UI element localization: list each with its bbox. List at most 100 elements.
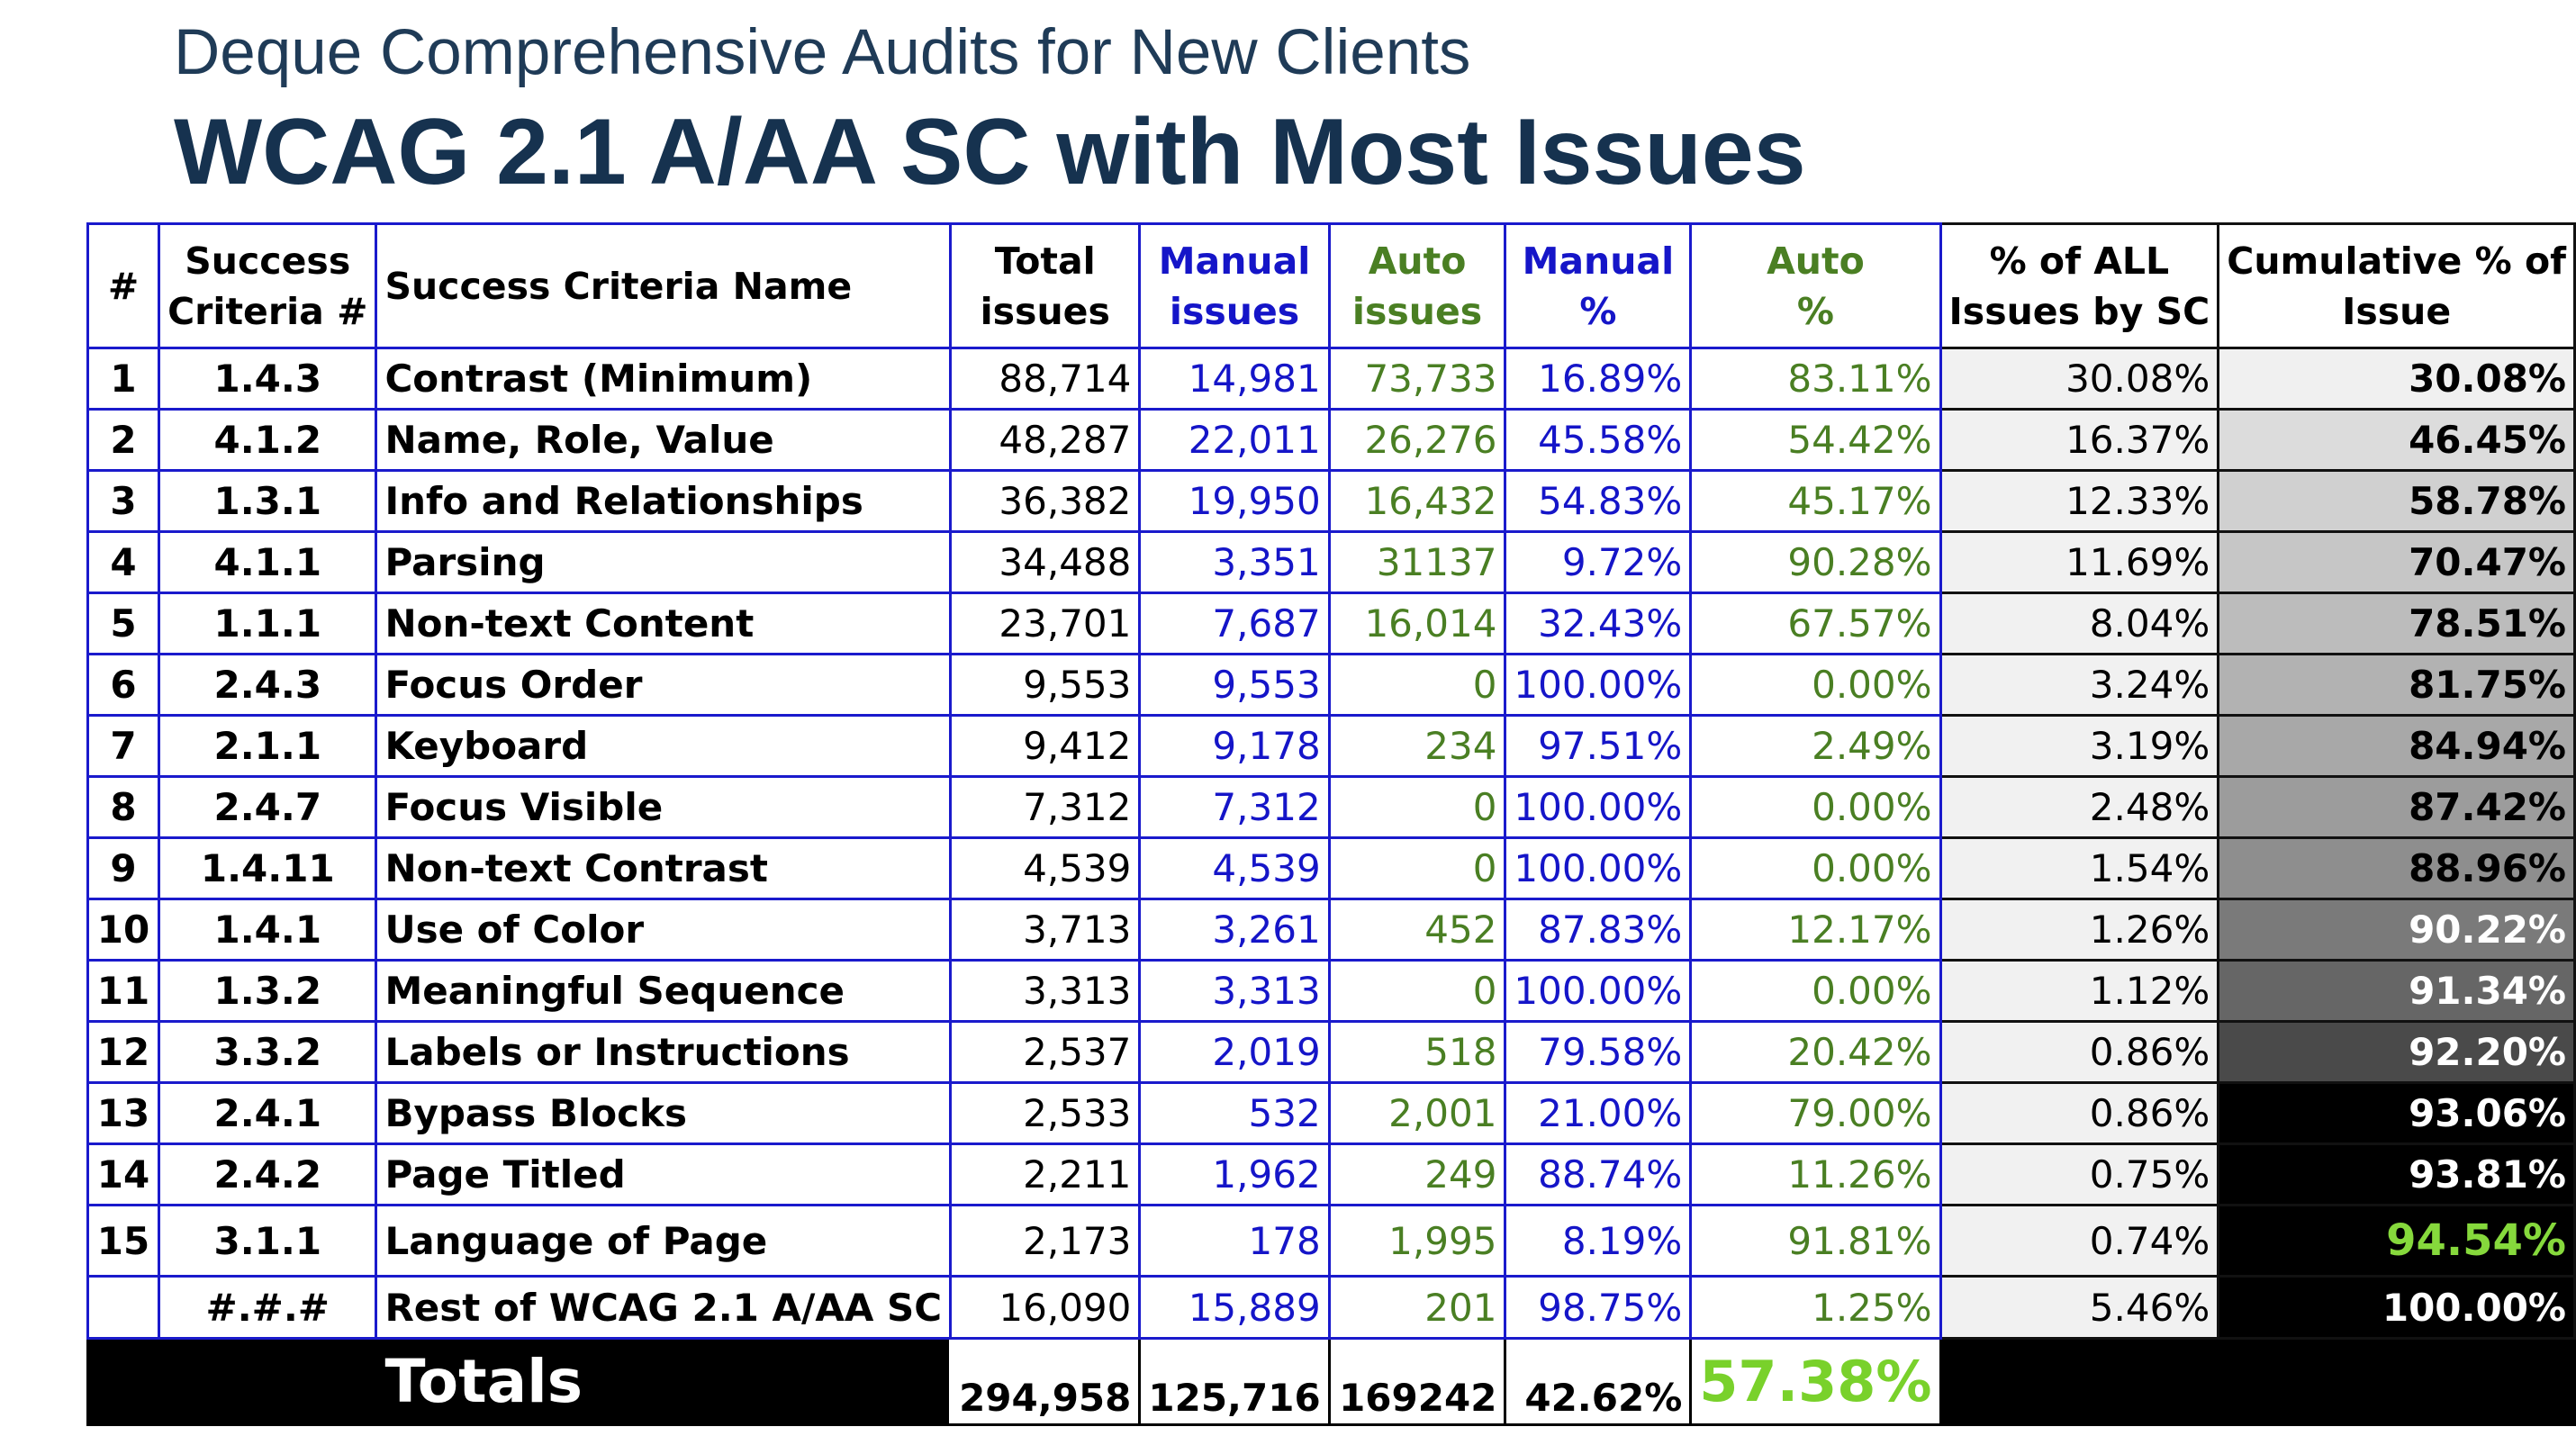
manual-percent: 97.51% — [1504, 714, 1693, 778]
auto-issues: 31137 — [1327, 530, 1507, 594]
header-manual: Manual issues — [1138, 222, 1331, 349]
header-auto-line2: issues — [1351, 289, 1483, 333]
header-manual-pct-line2: % — [1579, 289, 1617, 333]
manual-issues: 9,178 — [1138, 714, 1331, 778]
header-sc: Success Criteria # — [158, 222, 378, 349]
auto-issues: 249 — [1327, 1142, 1507, 1206]
success-criteria-number: 2.4.2 — [158, 1142, 378, 1206]
auto-percent: 0.00% — [1689, 836, 1942, 900]
auto-percent: 67.57% — [1689, 592, 1942, 655]
header-manual-line1: Manual — [1158, 239, 1311, 283]
header-total: Total issues — [949, 222, 1142, 349]
page-subtitle: Deque Comprehensive Audits for New Clien… — [174, 17, 1471, 88]
total-issues: 88,714 — [949, 347, 1142, 411]
manual-percent: 100.00% — [1504, 959, 1693, 1023]
success-criteria-number: 4.1.2 — [158, 408, 378, 472]
cumulative-percent: 88.96% — [2217, 836, 2576, 900]
manual-issues: 19,950 — [1138, 469, 1331, 533]
table-row: 15 3.1.1 Language of Page 2,173 178 1,995 8.19… — [86, 1204, 2576, 1278]
success-criteria-number: 1.4.11 — [158, 836, 378, 900]
header-cumulative-line1: Cumulative % of — [2227, 239, 2566, 283]
cumulative-percent: 93.06% — [2217, 1081, 2576, 1145]
table-row: 1 1.4.3 Contrast (Minimum) 88,714 14,981 73,7… — [86, 347, 2576, 411]
table-row: #.#.# Rest of WCAG 2.1 A/AA SC 16,090 15,88… — [86, 1275, 2576, 1340]
header-cumulative-line2: Issue — [2342, 289, 2452, 333]
totals-total: 294,958 — [949, 1337, 1142, 1426]
auto-issues: 73,733 — [1327, 347, 1507, 411]
table-row: 2 4.1.2 Name, Role, Value 48,287 22,011 26,27… — [86, 408, 2576, 472]
success-criteria-name: Labels or Instructions — [375, 1020, 953, 1084]
table-row: 13 2.4.1 Bypass Blocks 2,533 532 2,001 21.00% 7… — [86, 1081, 2576, 1145]
table-row: 14 2.4.2 Page Titled 2,211 1,962 249 88.74% 11.… — [86, 1142, 2576, 1206]
success-criteria-number: 1.3.1 — [158, 469, 378, 533]
total-issues: 34,488 — [949, 530, 1142, 594]
percent-of-all: 30.08% — [1939, 347, 2220, 411]
success-criteria-name: Name, Role, Value — [375, 408, 953, 472]
totals-blank-sc — [158, 1337, 378, 1426]
totals-blank-cum — [2217, 1337, 2576, 1426]
auto-percent: 0.00% — [1689, 653, 1942, 717]
table-row: 6 2.4.3 Focus Order 9,553 9,553 0 100.00% 0.00%… — [86, 653, 2576, 717]
percent-of-all: 0.75% — [1939, 1142, 2220, 1206]
header-manual-pct-line1: Manual — [1522, 239, 1675, 283]
auto-issues: 452 — [1327, 898, 1507, 962]
row-number: 12 — [86, 1020, 161, 1084]
manual-percent: 8.19% — [1504, 1204, 1693, 1278]
cumulative-percent: 94.54% — [2217, 1204, 2576, 1278]
header-cumulative: Cumulative % of Issue — [2217, 222, 2576, 349]
auto-issues: 16,432 — [1327, 469, 1507, 533]
table-row: 10 1.4.1 Use of Color 3,713 3,261 452 87.83% 12… — [86, 898, 2576, 962]
success-criteria-name: Contrast (Minimum) — [375, 347, 953, 411]
manual-percent: 54.83% — [1504, 469, 1693, 533]
success-criteria-number: 1.3.2 — [158, 959, 378, 1023]
header-all-pct-line2: Issues by SC — [1948, 289, 2210, 333]
percent-of-all: 0.74% — [1939, 1204, 2220, 1278]
manual-percent: 88.74% — [1504, 1142, 1693, 1206]
total-issues: 16,090 — [949, 1275, 1142, 1340]
manual-percent: 100.00% — [1504, 836, 1693, 900]
wcag-issues-table: # Success Criteria # Success Criteria Nam… — [86, 222, 2576, 1426]
manual-percent: 100.00% — [1504, 775, 1693, 839]
cumulative-percent: 58.78% — [2217, 469, 2576, 533]
total-issues: 7,312 — [949, 775, 1142, 839]
cumulative-percent: 84.94% — [2217, 714, 2576, 778]
percent-of-all: 1.54% — [1939, 836, 2220, 900]
success-criteria-number: 2.4.1 — [158, 1081, 378, 1145]
row-number: 9 — [86, 836, 161, 900]
success-criteria-name: Meaningful Sequence — [375, 959, 953, 1023]
header-auto-line1: Auto — [1368, 239, 1467, 283]
table-header-row: # Success Criteria # Success Criteria Nam… — [86, 222, 2576, 349]
total-issues: 48,287 — [949, 408, 1142, 472]
cumulative-percent: 87.42% — [2217, 775, 2576, 839]
percent-of-all: 8.04% — [1939, 592, 2220, 655]
manual-percent: 100.00% — [1504, 653, 1693, 717]
row-number: 3 — [86, 469, 161, 533]
manual-issues: 2,019 — [1138, 1020, 1331, 1084]
cumulative-percent: 93.81% — [2217, 1142, 2576, 1206]
success-criteria-number: 1.4.3 — [158, 347, 378, 411]
row-number: 10 — [86, 898, 161, 962]
success-criteria-number: 4.1.1 — [158, 530, 378, 594]
success-criteria-name: Focus Visible — [375, 775, 953, 839]
success-criteria-name: Info and Relationships — [375, 469, 953, 533]
success-criteria-number: 3.1.1 — [158, 1204, 378, 1278]
auto-issues: 0 — [1327, 653, 1507, 717]
totals-manual-pct: 42.62% — [1504, 1337, 1693, 1426]
percent-of-all: 3.19% — [1939, 714, 2220, 778]
auto-issues: 2,001 — [1327, 1081, 1507, 1145]
row-number: 15 — [86, 1204, 161, 1278]
success-criteria-name: Parsing — [375, 530, 953, 594]
row-number — [86, 1275, 161, 1340]
table-row: 11 1.3.2 Meaningful Sequence 3,313 3,313 0 100… — [86, 959, 2576, 1023]
manual-issues: 7,312 — [1138, 775, 1331, 839]
auto-issues: 201 — [1327, 1275, 1507, 1340]
percent-of-all: 3.24% — [1939, 653, 2220, 717]
totals-label: Totals — [375, 1337, 953, 1426]
total-issues: 2,537 — [949, 1020, 1142, 1084]
auto-percent: 12.17% — [1689, 898, 1942, 962]
totals-row: Totals 294,958 125,716 169242 42.62% 57.… — [86, 1337, 2576, 1426]
table-body: 1 1.4.3 Contrast (Minimum) 88,714 14,981 73,7… — [86, 347, 2576, 1340]
manual-issues: 15,889 — [1138, 1275, 1331, 1340]
totals-blank-num — [86, 1337, 161, 1426]
table-row: 5 1.1.1 Non-text Content 23,701 7,687 16,014 3… — [86, 592, 2576, 655]
